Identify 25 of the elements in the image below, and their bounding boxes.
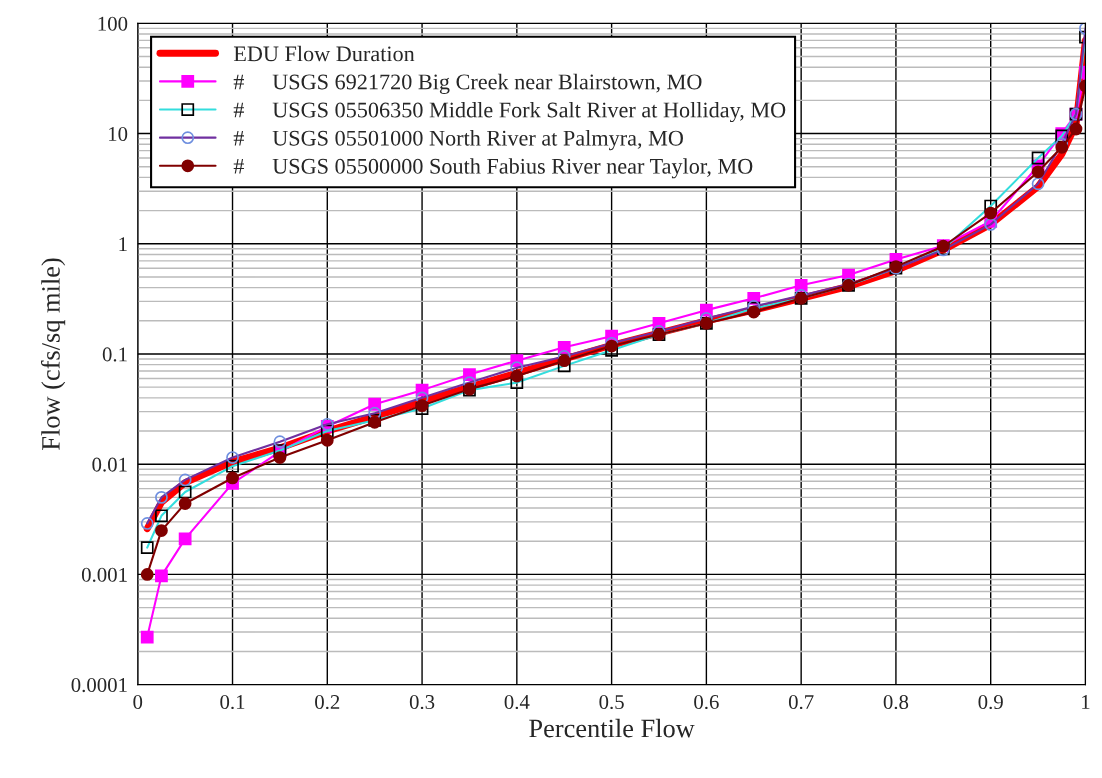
y-tick-label: 1 xyxy=(119,237,127,251)
y-axis-title: Flow (cfs/sq mile) xyxy=(40,258,66,450)
x-tick-label: 0.6 xyxy=(694,694,719,710)
x-tick-label: 0.8 xyxy=(883,694,909,710)
y-tick-label: 0.0001 xyxy=(71,678,127,693)
x-axis-title: Percentile Flow xyxy=(529,718,695,738)
legend-label: # USGS 05506350 Middle Fork Salt River at Holliday, MO xyxy=(233,101,786,123)
x-tick-label: 1 xyxy=(1082,695,1090,709)
y-tick-label: 0.01 xyxy=(92,457,127,472)
x-tick-label: 0.2 xyxy=(315,694,340,710)
x-tick-label: 0.3 xyxy=(409,694,435,710)
x-tick-label: 0.9 xyxy=(978,694,1003,710)
legend-label: # USGS 6921720 Big Creek near Blairstown, MO xyxy=(233,73,702,94)
legend-label: # USGS 05501000 North River at Palmyra, MO xyxy=(233,130,683,151)
x-tick-label: 0.1 xyxy=(220,694,245,710)
y-tick-label: 100 xyxy=(98,16,128,31)
x-tick-label: 0.5 xyxy=(599,694,624,710)
x-tick-label: 0.4 xyxy=(504,694,530,710)
x-tick-label: 0 xyxy=(133,694,143,710)
y-tick-label: 0.1 xyxy=(102,347,127,362)
y-tick-label: 0.001 xyxy=(81,567,127,582)
legend-label: EDU Flow Duration xyxy=(233,45,415,62)
y-tick-label: 10 xyxy=(109,126,128,141)
x-tick-label: 0.7 xyxy=(788,694,814,710)
legend-label: # USGS 05500000 South Fabius River near Taylor, MO xyxy=(233,158,753,179)
